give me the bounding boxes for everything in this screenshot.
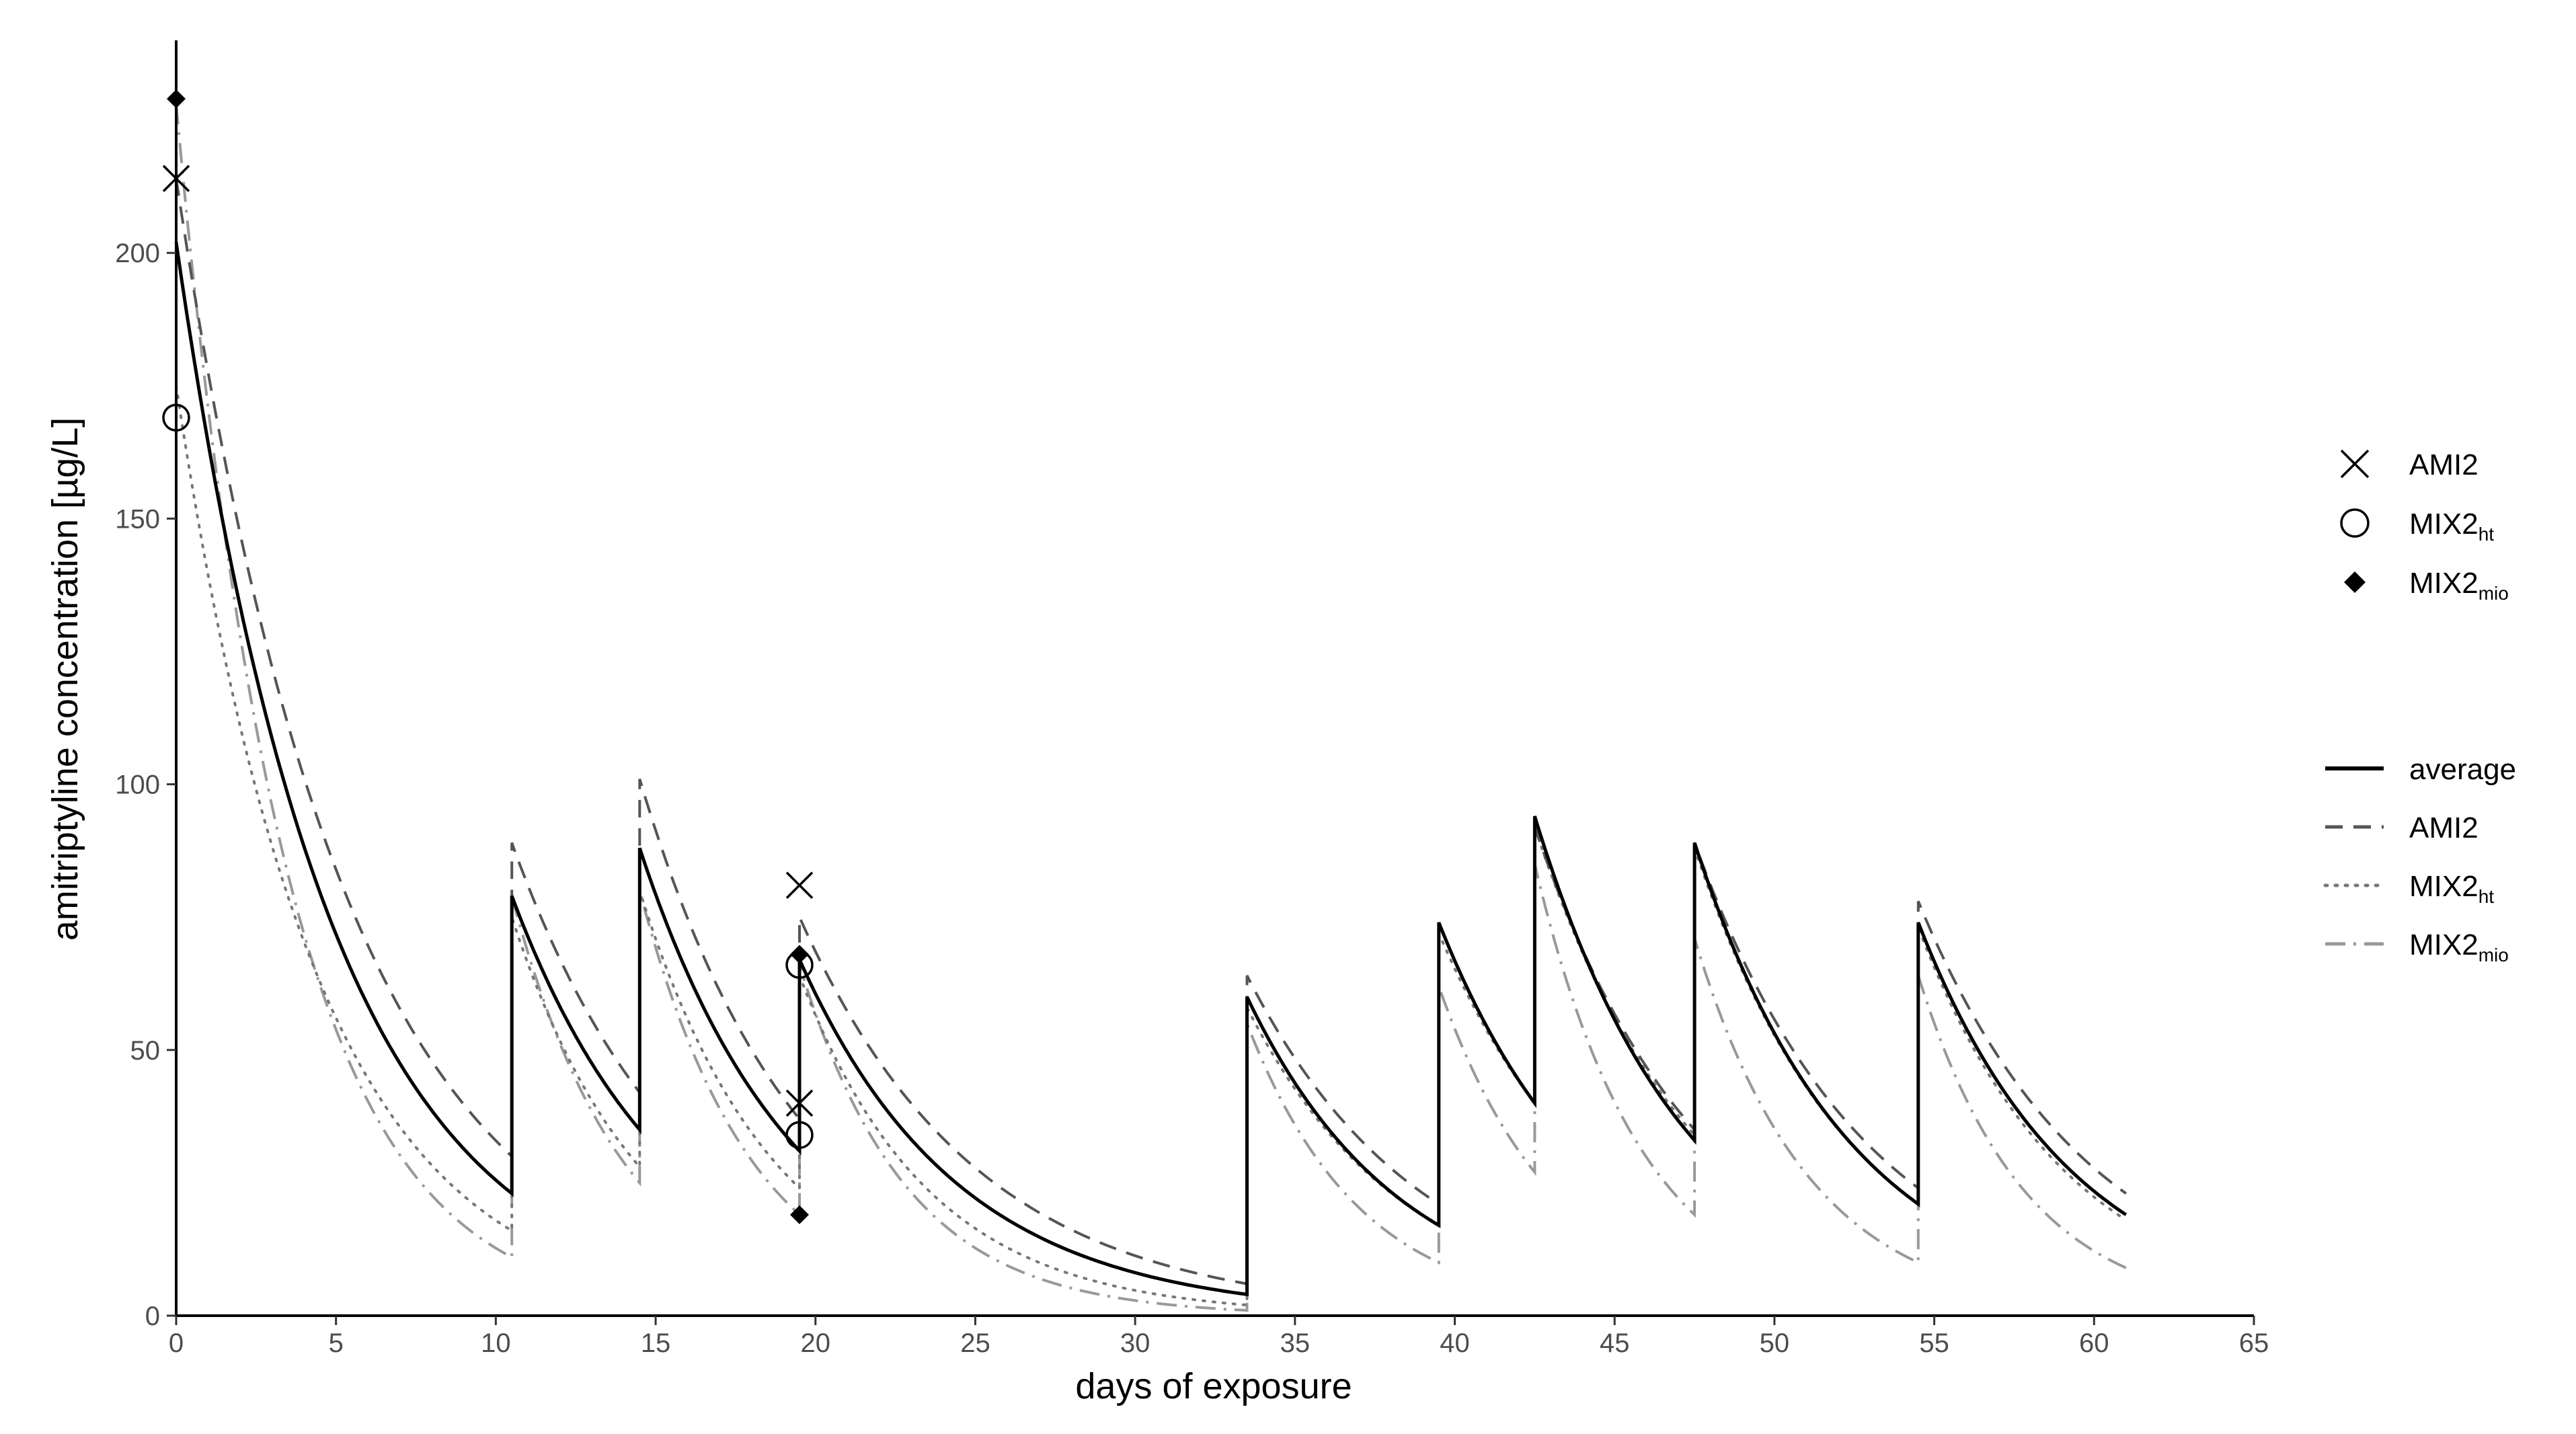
legend-subscript: mio bbox=[2479, 583, 2509, 604]
y-tick-label: 0 bbox=[145, 1302, 160, 1331]
legend-marker-cross bbox=[2340, 449, 2370, 479]
legend-markers: AMI2 MIX2ht MIX2mio bbox=[2340, 448, 2509, 604]
series-line-dotted bbox=[175, 384, 2128, 1307]
x-tick-label: 60 bbox=[2079, 1328, 2109, 1358]
legend-subscript: ht bbox=[2479, 524, 2495, 545]
legend-lines: average AMI2 MIX2ht MIX2mio bbox=[2323, 753, 2516, 965]
legend-marker-label: MIX2ht bbox=[2409, 508, 2494, 545]
data-point-cross bbox=[785, 1089, 814, 1117]
y-axis-title: amitriptyline concentration [µg/L] bbox=[45, 417, 85, 941]
legend-marker-label: MIX2mio bbox=[2409, 567, 2509, 604]
x-tick-label: 25 bbox=[960, 1328, 990, 1358]
data-point-diamond bbox=[790, 945, 809, 964]
x-tick-label: 20 bbox=[801, 1328, 831, 1358]
legend-line-label: AMI2 bbox=[2409, 811, 2479, 844]
x-tick-label: 35 bbox=[1280, 1328, 1311, 1358]
x-tick-label: 10 bbox=[481, 1328, 511, 1358]
axes bbox=[175, 40, 2254, 1317]
y-axis-ticks: 0 50 100 150 200 bbox=[115, 239, 176, 1331]
x-tick-label: 40 bbox=[1440, 1328, 1470, 1358]
y-tick-label: 200 bbox=[115, 239, 160, 268]
data-point-cross bbox=[785, 871, 814, 899]
legend-line-label: average bbox=[2409, 753, 2516, 786]
y-tick-label: 100 bbox=[115, 770, 160, 800]
x-tick-label: 50 bbox=[1760, 1328, 1790, 1358]
measured-markers bbox=[162, 89, 814, 1224]
x-axis-title: days of exposure bbox=[1075, 1366, 1352, 1406]
legend-line-label: MIX2mio bbox=[2409, 928, 2509, 965]
x-tick-label: 15 bbox=[641, 1328, 671, 1358]
x-tick-label: 0 bbox=[169, 1328, 184, 1358]
legend-subscript: mio bbox=[2479, 945, 2509, 965]
y-tick-label: 150 bbox=[115, 504, 160, 534]
series-lines bbox=[174, 104, 2128, 1312]
legend-subscript: ht bbox=[2479, 886, 2495, 907]
series-line-dashdot bbox=[175, 104, 2127, 1312]
x-tick-label: 55 bbox=[1919, 1328, 1949, 1358]
data-point-diamond bbox=[790, 1205, 809, 1224]
legend-marker-circle bbox=[2340, 508, 2370, 538]
x-axis-ticks: 0 5 10 15 20 25 30 35 40 45 50 55 60 65 bbox=[169, 1316, 2269, 1358]
series-line-solid bbox=[174, 242, 2128, 1297]
series-line-dashed bbox=[175, 178, 2127, 1286]
x-tick-label: 5 bbox=[329, 1328, 344, 1358]
y-tick-label: 50 bbox=[130, 1036, 161, 1066]
x-tick-label: 65 bbox=[2239, 1328, 2269, 1358]
x-tick-label: 45 bbox=[1600, 1328, 1630, 1358]
legend-marker-diamond bbox=[2344, 571, 2366, 593]
legend-line-label: MIX2ht bbox=[2409, 870, 2494, 907]
x-tick-label: 30 bbox=[1120, 1328, 1150, 1358]
data-point-circle bbox=[785, 1121, 814, 1150]
legend-marker-label: AMI2 bbox=[2409, 448, 2479, 481]
